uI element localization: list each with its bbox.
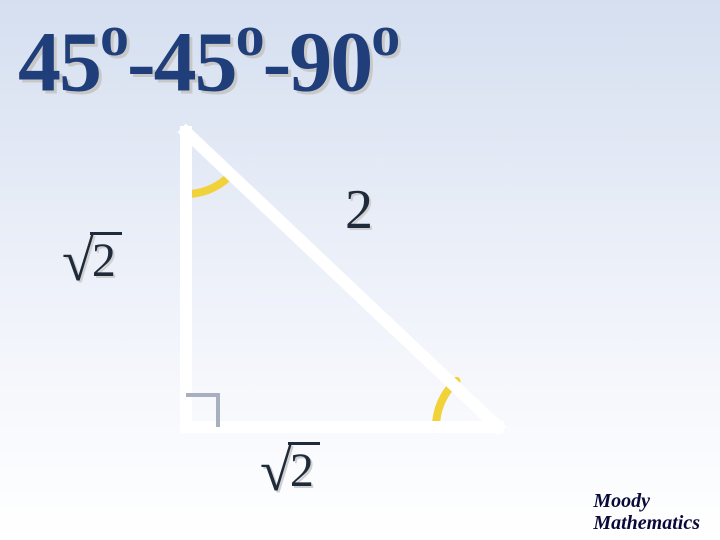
hypotenuse — [186, 132, 498, 427]
hypotenuse-label: 2 — [345, 178, 373, 242]
credit-text-1: Moody — [593, 490, 700, 512]
credit-text-2: Mathematics — [593, 512, 700, 534]
left-radicand: 2 — [90, 232, 122, 288]
bottom-leg-label: √ 2 — [260, 440, 320, 504]
sqrt-icon: √ 2 — [260, 442, 320, 500]
sqrt-icon: √ 2 — [62, 232, 122, 290]
credit-line: Moody Mathematics — [593, 490, 700, 534]
left-leg-label: √ 2 — [62, 230, 122, 294]
bottom-radicand: 2 — [288, 442, 320, 498]
